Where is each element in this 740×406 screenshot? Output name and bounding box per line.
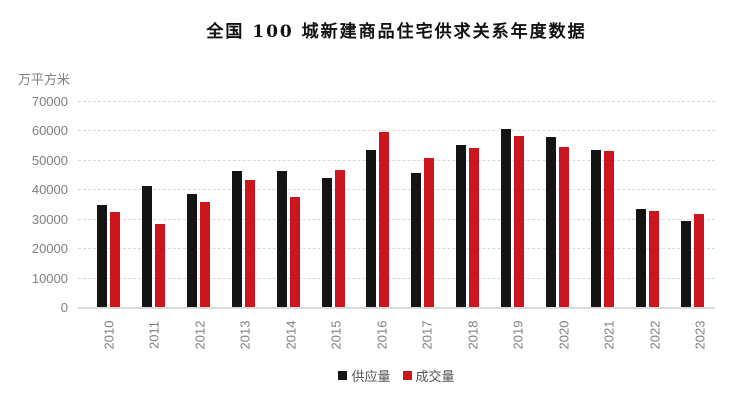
x-axis-baseline (78, 307, 715, 309)
transaction-bar (379, 132, 390, 308)
y-tick-label: 70000 (31, 94, 68, 109)
legend-swatch-supply (338, 371, 348, 380)
y-tick-label: 40000 (31, 182, 68, 198)
supply-bar (231, 171, 242, 308)
transaction-bar (693, 214, 704, 308)
y-tick-label: 0 (60, 300, 68, 315)
transaction-bar (109, 212, 120, 308)
transaction-bar (514, 136, 525, 308)
chart-title: 全国 100 城新建商品住宅供求关系年度数据 (206, 22, 587, 42)
supply-bar (501, 129, 512, 308)
legend-label: 供应量 (351, 369, 391, 384)
gridline (78, 277, 715, 279)
legend-item-supply: 供应量 (338, 366, 391, 385)
x-tick: 2019 (496, 312, 542, 358)
gridline (78, 130, 715, 132)
x-tick-label: 2013 (237, 320, 253, 350)
x-tick-label: 2010 (101, 320, 117, 350)
x-axis: 2010 2011 2012 2013 2014 2015 2016 2017 2018 2019… (78, 312, 723, 358)
y-tick-label: 10000 (31, 270, 68, 286)
supply-bar (546, 136, 557, 308)
x-tick-label: 2023 (692, 320, 708, 350)
x-tick-label: 2020 (556, 320, 572, 350)
x-tick: 2012 (177, 312, 223, 358)
bar-group (535, 102, 580, 308)
bar-group (176, 102, 221, 308)
x-tick-label: 2019 (510, 320, 526, 350)
y-tick-label: 50000 (31, 152, 68, 168)
bar-group (356, 102, 401, 308)
x-tick: 2018 (450, 312, 496, 358)
y-axis: 0 10000 20000 30000 40000 50000 60000 70000 (0, 95, 68, 315)
bar-group (670, 102, 715, 308)
supply-bar (321, 178, 332, 308)
x-tick-label: 2011 (146, 321, 162, 349)
bar-group (490, 102, 535, 308)
transaction-bar (424, 157, 435, 308)
supply-bar (591, 149, 602, 308)
y-tick-label: 20000 (31, 241, 68, 257)
supply-bar (186, 193, 197, 308)
x-tick: 2023 (678, 312, 724, 358)
transaction-bar (154, 224, 165, 308)
supply-bar (366, 149, 377, 308)
x-tick: 2010 (86, 312, 132, 358)
x-tick: 2016 (359, 312, 405, 358)
bar-group (131, 102, 176, 308)
transaction-bar (244, 180, 255, 308)
legend: 供应量 成交量 (78, 366, 715, 385)
supply-bar (276, 171, 287, 308)
bar-group (221, 102, 266, 308)
transaction-bar (604, 151, 615, 308)
x-tick-label: 2014 (283, 320, 299, 350)
y-tick-label: 60000 (31, 123, 68, 139)
transaction-bar (469, 147, 480, 308)
transaction-bar (199, 202, 210, 308)
bar-group (445, 102, 490, 308)
transaction-bar (289, 197, 300, 308)
bar-group (400, 102, 445, 308)
legend-item-transaction: 成交量 (402, 366, 455, 385)
x-tick-label: 2016 (374, 320, 390, 350)
x-tick-label: 2021 (601, 320, 617, 350)
x-tick-label: 2017 (419, 320, 435, 350)
bar-group (86, 102, 131, 308)
supply-bar (456, 144, 467, 308)
x-tick: 2020 (541, 312, 587, 358)
supply-bar (680, 221, 691, 308)
x-tick: 2011 (132, 312, 178, 358)
gridline (78, 189, 715, 191)
transaction-bar (649, 211, 660, 308)
x-tick: 2017 (405, 312, 451, 358)
x-tick: 2021 (587, 312, 633, 358)
supply-bar (411, 173, 422, 308)
x-tick: 2022 (632, 312, 678, 358)
plot-area (78, 101, 715, 309)
bar-group (625, 102, 670, 308)
bar-group (266, 102, 311, 308)
y-axis-unit-label: 万平方米 (18, 72, 71, 87)
bars-container (78, 102, 715, 308)
x-tick: 2013 (223, 312, 269, 358)
x-tick-label: 2018 (465, 320, 481, 350)
transaction-bar (559, 147, 570, 308)
bar-group (580, 102, 625, 308)
legend-label: 成交量 (415, 369, 455, 384)
x-tick: 2015 (314, 312, 360, 358)
transaction-bar (334, 169, 345, 308)
legend-swatch-transaction (402, 371, 412, 380)
gridline (78, 248, 715, 250)
x-tick: 2014 (268, 312, 314, 358)
supply-bar (636, 209, 647, 308)
gridline (78, 218, 715, 220)
supply-bar (141, 185, 152, 308)
supply-bar (96, 205, 107, 308)
gridline (78, 159, 715, 161)
gridline (78, 101, 715, 102)
x-tick-label: 2012 (192, 320, 208, 350)
x-tick-label: 2015 (328, 320, 344, 350)
bar-group (311, 102, 356, 308)
x-tick-label: 2022 (647, 320, 663, 350)
y-tick-label: 30000 (31, 211, 68, 227)
